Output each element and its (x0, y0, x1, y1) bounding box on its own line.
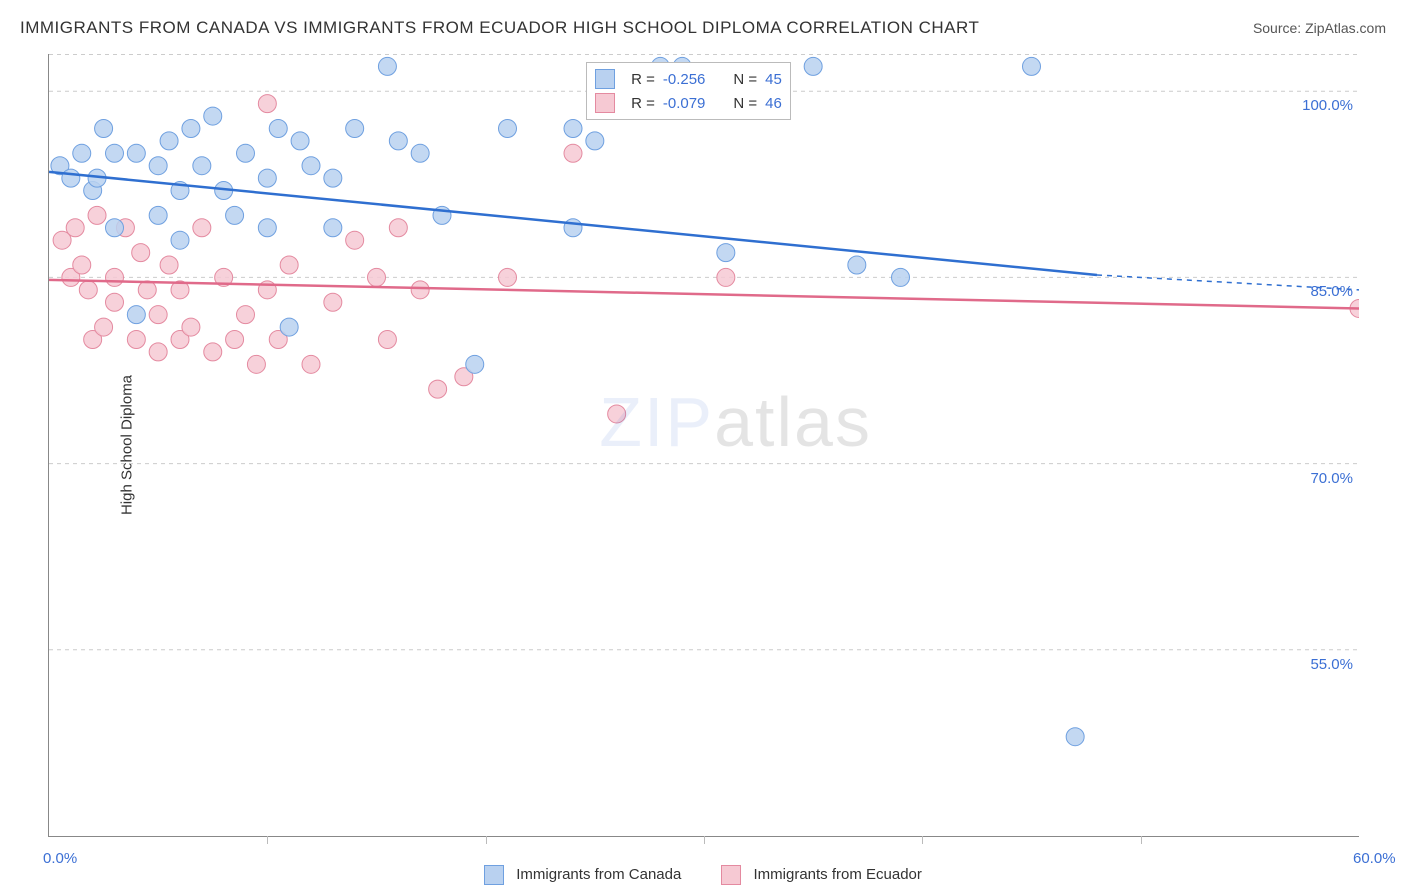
legend-label-canada: Immigrants from Canada (516, 866, 681, 883)
x-tick-minor (922, 836, 923, 844)
x-tick-minor (704, 836, 705, 844)
chart-svg (49, 54, 1359, 836)
chart-title: IMMIGRANTS FROM CANADA VS IMMIGRANTS FRO… (20, 18, 979, 38)
x-tick-minor (267, 836, 268, 844)
x-tick-minor (486, 836, 487, 844)
stats-row: R = -0.079 N = 46 (595, 91, 782, 115)
stats-legend-box: R = -0.256 N = 45 R = -0.079 N = 46 (586, 62, 791, 120)
stats-n-label: N = (733, 95, 757, 112)
y-tick-label: 70.0% (1310, 470, 1353, 487)
legend-bottom: Immigrants from Canada Immigrants from E… (0, 858, 1406, 892)
source-attribution: Source: ZipAtlas.com (1253, 20, 1386, 36)
stats-r-label: R = (631, 71, 655, 88)
stats-n-value: 46 (765, 95, 782, 112)
stats-swatch (595, 69, 615, 89)
legend-item-canada: Immigrants from Canada (484, 865, 681, 885)
stats-swatch (595, 93, 615, 113)
stats-row: R = -0.256 N = 45 (595, 67, 782, 91)
legend-swatch-canada (484, 865, 504, 885)
y-tick-label: 100.0% (1302, 97, 1353, 114)
x-tick-minor (1141, 836, 1142, 844)
stats-r-label: R = (631, 95, 655, 112)
chart-container: { "title":"IMMIGRANTS FROM CANADA VS IMM… (0, 0, 1406, 892)
stats-r-value: -0.256 (663, 71, 706, 88)
legend-label-ecuador: Immigrants from Ecuador (754, 866, 922, 883)
stats-r-value: -0.079 (663, 95, 706, 112)
legend-item-ecuador: Immigrants from Ecuador (721, 865, 922, 885)
y-tick-label: 85.0% (1310, 283, 1353, 300)
plot-area: High School Diploma ZIPatlas R =-0.256N … (48, 54, 1359, 837)
y-tick-label: 55.0% (1310, 656, 1353, 673)
legend-swatch-ecuador (721, 865, 741, 885)
stats-n-label: N = (733, 71, 757, 88)
stats-n-value: 45 (765, 71, 782, 88)
